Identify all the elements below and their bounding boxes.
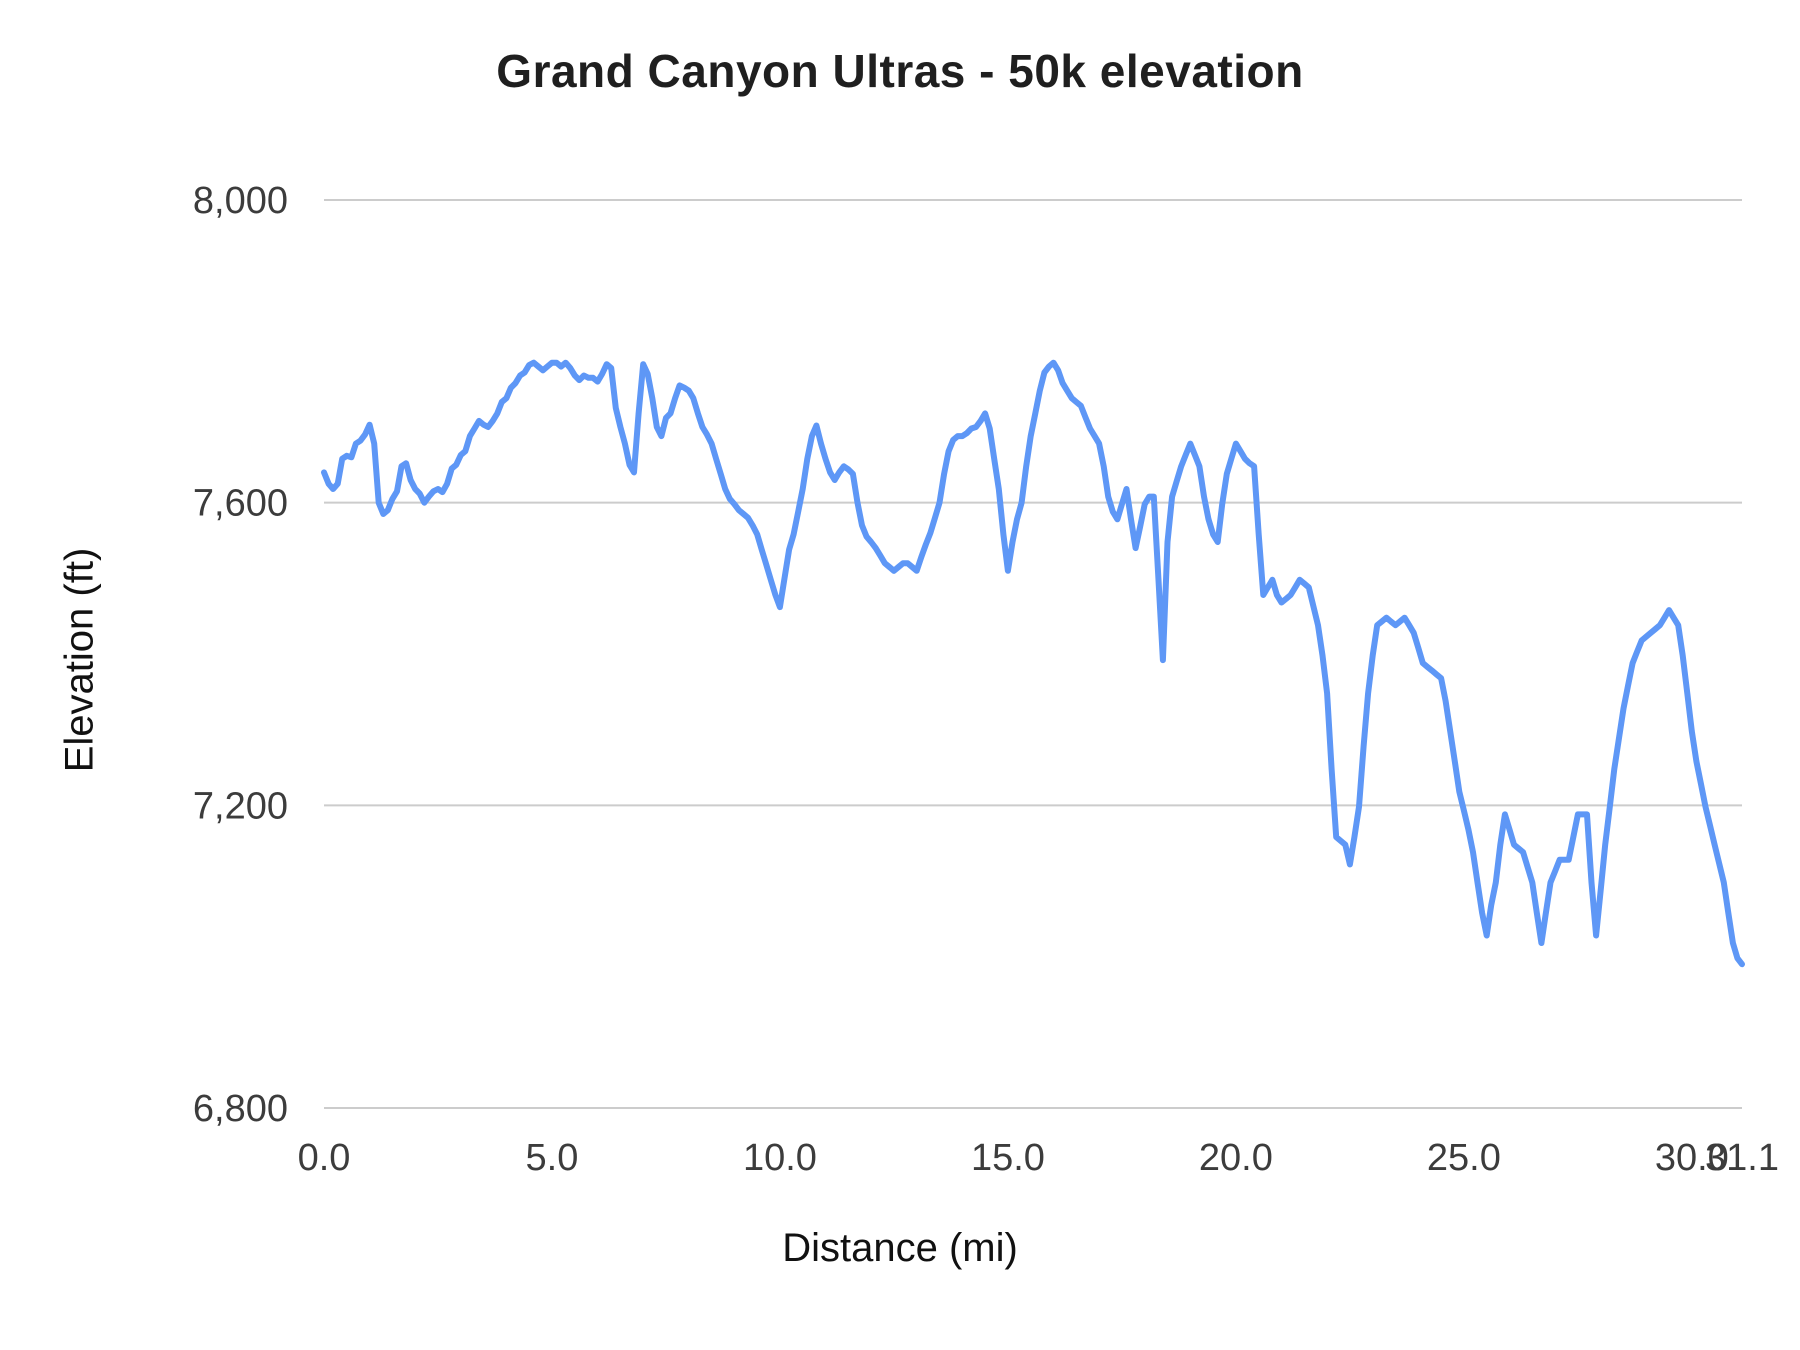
y-tick-labels: 6,800 7,200 7,600 8,000: [193, 180, 288, 1130]
x-tick-label: 25.0: [1427, 1137, 1501, 1179]
x-tick-label: 30.0: [1655, 1137, 1729, 1179]
y-axis-title: Elevation (ft): [57, 547, 102, 773]
x-tick-label: 31.1: [1705, 1137, 1779, 1179]
x-tick-label: 10.0: [743, 1137, 817, 1179]
x-tick-labels: 0.0 5.0 10.0 15.0 20.0 25.0 30.031.1: [298, 1137, 1779, 1179]
y-tick-label: 7,600: [193, 483, 288, 525]
gridlines: [324, 199, 1742, 1109]
elevation-line: [321, 359, 1745, 968]
chart-title: Grand Canyon Ultras - 50k elevation: [496, 45, 1304, 97]
x-tick-label: 0.0: [298, 1137, 351, 1179]
x-tick-label: 15.0: [971, 1137, 1045, 1179]
x-tick-label: 5.0: [526, 1137, 579, 1179]
y-tick-label: 8,000: [193, 180, 288, 222]
x-axis-title: Distance (mi): [782, 1226, 1018, 1270]
y-tick-label: 6,800: [193, 1088, 288, 1130]
x-tick-label: 20.0: [1199, 1137, 1273, 1179]
y-tick-label: 7,200: [193, 785, 288, 827]
